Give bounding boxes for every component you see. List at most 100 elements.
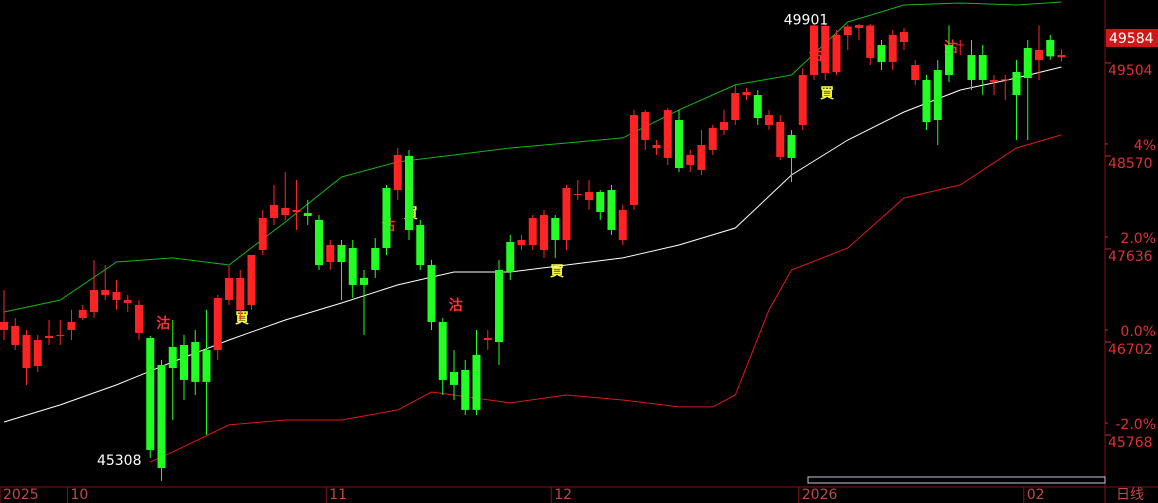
candle-body: [843, 26, 852, 35]
y-tick-label: 45768: [1108, 435, 1153, 451]
candle-body: [416, 224, 425, 266]
candle-body: [157, 364, 166, 468]
candle-body: [1001, 79, 1010, 81]
candle-body: [135, 304, 143, 333]
x-tick-label: 11: [329, 487, 347, 503]
candle-body: [540, 215, 548, 250]
candle-body: [22, 334, 31, 368]
candle-body: [11, 325, 20, 345]
signal-label: 買: [235, 311, 250, 327]
candle-body: [675, 120, 683, 169]
y2-tick-label: 0.0%: [1120, 324, 1156, 340]
candle-body: [551, 218, 560, 241]
candle-body: [663, 109, 672, 158]
candle-body: [348, 247, 357, 285]
candle-body: [911, 65, 920, 80]
low-label: 45308: [97, 453, 142, 469]
candle-body: [461, 369, 470, 410]
candle-body: [236, 277, 245, 310]
candle-body: [877, 45, 886, 62]
candle-body: [281, 207, 290, 216]
candle-body: [821, 25, 830, 73]
candle-body: [123, 299, 132, 303]
candle-body: [945, 45, 953, 75]
candle-body: [596, 192, 605, 213]
y-tick-label: 46702: [1108, 342, 1153, 358]
candle-body: [303, 213, 312, 217]
candle-body: [450, 371, 458, 385]
candle-body: [618, 209, 627, 241]
candle-body: [765, 115, 773, 125]
y2-tick-label: 2.0%: [1120, 231, 1156, 247]
x-tick-label: 10: [71, 487, 89, 503]
band-line: [150, 134, 1062, 463]
candle-body: [213, 297, 222, 350]
x-tick-label: 2026: [802, 487, 838, 503]
candle-body: [956, 44, 965, 46]
candle-body: [585, 192, 593, 200]
candle-body: [191, 341, 200, 382]
candle-body: [967, 54, 976, 80]
candle-body: [888, 34, 897, 62]
candle-body: [1057, 54, 1066, 58]
candle-body: [776, 121, 785, 157]
candle-body: [371, 247, 380, 270]
candle-body: [292, 209, 301, 213]
candle-body: [45, 335, 53, 339]
y2-tick-label: -2.0%: [1115, 417, 1156, 433]
candle-body: [742, 92, 751, 96]
candle-body: [607, 190, 616, 230]
signal-label: 買: [550, 264, 565, 280]
signal-label: 買: [820, 86, 835, 102]
candle-body: [315, 219, 323, 266]
candle-body: [405, 155, 413, 230]
candle-body: [922, 79, 931, 122]
candle-body: [731, 93, 740, 121]
candle-body: [506, 242, 515, 272]
candle-body: [697, 145, 706, 170]
candle-body: [708, 127, 717, 150]
candle-body: [438, 321, 447, 380]
candle-body: [900, 31, 908, 43]
signal-label: 沽: [156, 315, 170, 332]
candle-body: [686, 154, 695, 166]
candle-body: [78, 309, 87, 318]
scrollbar[interactable]: [807, 476, 1106, 484]
last-price-label: 49584: [1109, 31, 1154, 47]
y-tick-label: 48570: [1108, 156, 1153, 172]
y-tick-label: 47636: [1108, 249, 1153, 265]
candle-body: [866, 25, 875, 58]
candle-body: [990, 79, 998, 82]
candle-body: [258, 218, 267, 250]
candle-body: [168, 346, 177, 368]
candle-body: [247, 254, 256, 305]
candle-body: [270, 204, 278, 219]
candle-body: [1046, 40, 1055, 57]
candle-body: [225, 277, 233, 300]
candle-body: [101, 290, 110, 295]
candle-body: [517, 240, 526, 245]
candle-body: [753, 95, 762, 119]
period-label: 日线: [1116, 487, 1144, 503]
high-label: 49901: [784, 12, 829, 28]
candle-body: [832, 34, 841, 73]
x-tick-label: 2025: [3, 487, 39, 503]
candle-body: [427, 265, 436, 322]
candle-body: [495, 269, 503, 342]
candle-body: [56, 334, 65, 336]
candle-body: [562, 188, 571, 241]
candle-body: [1035, 49, 1043, 60]
band-line: [3, 1, 1062, 313]
x-tick-label: 02: [1027, 487, 1045, 503]
signal-label: 沽: [449, 297, 463, 314]
candle-body: [0, 321, 8, 330]
candle-body: [382, 188, 391, 248]
candle-body: [641, 112, 650, 141]
candle-body: [180, 344, 188, 380]
candle-body: [33, 339, 42, 366]
candle-body: [855, 24, 863, 28]
last-price-box: [1106, 28, 1158, 47]
